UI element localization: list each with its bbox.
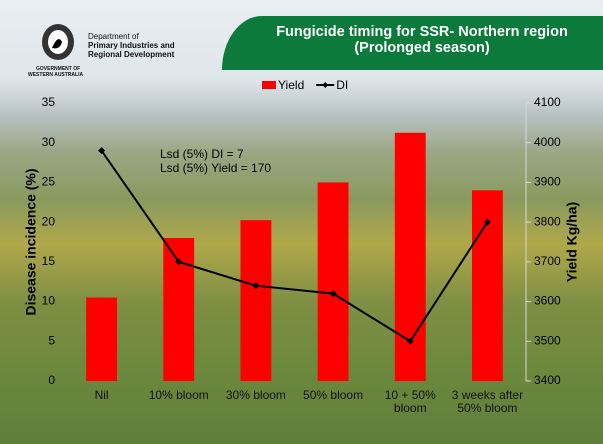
y-tick-label: 20: [42, 214, 56, 228]
logo-line: Regional Development: [88, 50, 175, 59]
y2-tick-label: 3700: [534, 254, 561, 268]
y-axis-label: Disease incidence (%): [23, 168, 39, 315]
y2-tick-label: 3500: [534, 333, 561, 347]
y2-tick-label: 3400: [534, 373, 561, 387]
annotation: Lsd (5%) Yield = 170: [160, 161, 271, 175]
logo-line: Department of: [88, 32, 139, 41]
y-tick-label: 30: [42, 135, 56, 149]
title-banner: [222, 16, 603, 70]
y2-tick-label: 4000: [534, 135, 561, 149]
y2-tick-label: 3600: [534, 294, 561, 308]
logo-crest: [42, 24, 74, 60]
line-marker: [329, 290, 337, 298]
legend-label: DI: [336, 78, 348, 92]
y-tick-label: 5: [48, 333, 55, 347]
x-tick-label: 3 weeks after 50% bloom: [451, 388, 524, 415]
y2-tick-label: 4100: [534, 95, 561, 109]
y-tick-label: 25: [42, 175, 56, 189]
y-tick-label: 35: [42, 95, 56, 109]
bar: [240, 220, 272, 381]
bar: [317, 182, 349, 381]
x-tick-label: 10% bloom: [148, 388, 209, 402]
legend-swatch: [262, 81, 276, 89]
line-marker: [483, 218, 491, 226]
chart-title: Fungicide timing for SSR- Northern regio…: [276, 24, 568, 56]
y2-tick-label: 3800: [534, 214, 561, 228]
logo-gov: GOVERNMENT OF: [36, 66, 81, 72]
x-tick-label: 30% bloom: [225, 388, 286, 402]
x-tick-label: 50% bloom: [303, 388, 364, 402]
logo-line: Primary Industries and: [88, 41, 175, 50]
line-marker: [175, 258, 183, 266]
bar: [86, 297, 118, 381]
y2-axis-label: Yield Kg/ha): [564, 202, 580, 282]
legend-swatch: [322, 82, 329, 88]
line-marker: [98, 147, 106, 155]
line: [100, 150, 489, 343]
legend-label: Yield: [278, 78, 304, 92]
line-marker: [406, 337, 414, 345]
x-tick-label: Nil: [94, 388, 109, 402]
logo-gov: WESTERN AUSTRALIA: [28, 72, 84, 78]
annotation: Lsd (5%) DI = 7: [160, 147, 244, 161]
y2-tick-label: 3900: [534, 175, 561, 189]
x-tick-label: 10 + 50% bloom: [384, 388, 436, 415]
y-tick-label: 15: [42, 254, 56, 268]
line-marker: [252, 282, 260, 290]
y-tick-label: 10: [42, 294, 56, 308]
y-tick-label: 0: [48, 373, 55, 387]
